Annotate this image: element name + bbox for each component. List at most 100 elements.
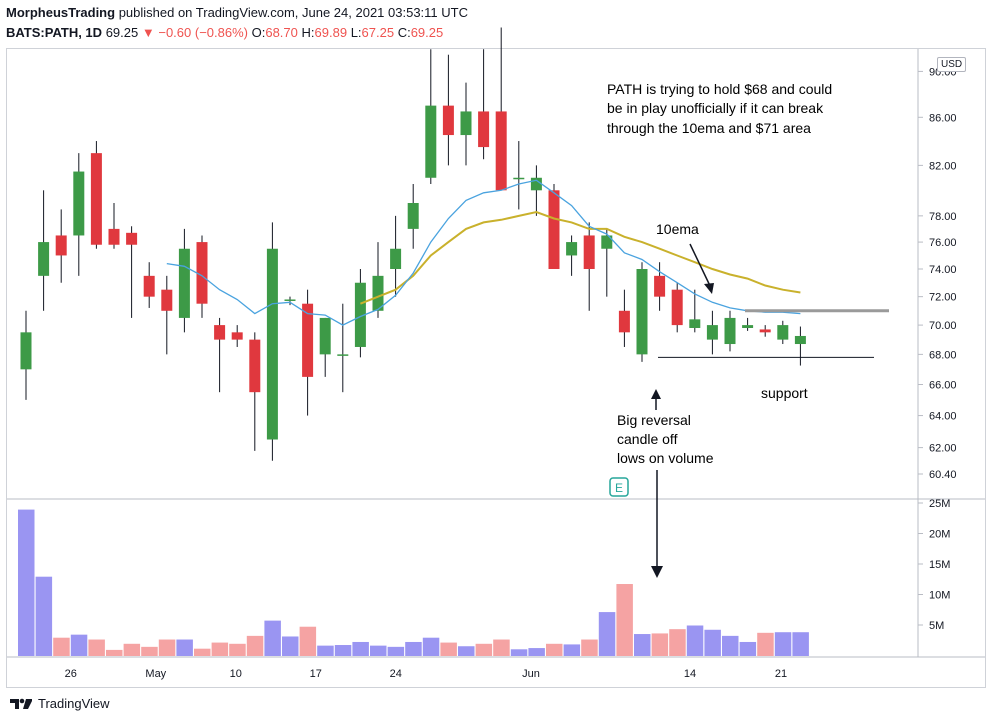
reversal-arrow-up-head — [651, 389, 661, 399]
annotations: PATH is trying to hold $68 and could be … — [607, 81, 832, 578]
volume-bar — [669, 629, 686, 656]
candle-body — [390, 248, 402, 270]
ema10-line — [166, 179, 801, 326]
volume-bar — [70, 634, 88, 656]
candle-body — [759, 329, 771, 333]
reversal-line-3: lows on volume — [617, 450, 714, 466]
time-axis-label: 24 — [390, 668, 402, 680]
time-axis-label: 14 — [684, 668, 696, 680]
volume-tick-label: 15M — [929, 559, 950, 571]
volume-bar — [317, 645, 334, 656]
candle-body — [583, 235, 595, 270]
volume-bar — [792, 632, 809, 656]
candle-body — [706, 325, 718, 340]
volume-bar — [264, 620, 281, 656]
volume-bar — [211, 642, 229, 656]
ema-arrow — [689, 243, 713, 291]
price-tick-label: 64.00 — [929, 411, 957, 423]
candle-body — [742, 325, 754, 328]
open-value: 68.70 — [265, 25, 298, 40]
candle-body — [442, 105, 454, 136]
volume-bar — [458, 646, 475, 656]
price-tick-label: 62.00 — [929, 443, 957, 455]
volume-bar — [18, 509, 35, 656]
candle-body — [73, 171, 85, 236]
down-arrow-icon: ▼ — [141, 25, 155, 40]
volume-bar — [106, 649, 123, 656]
volume-bar — [475, 643, 493, 656]
volume-bar — [651, 633, 669, 656]
candle-body — [266, 248, 278, 440]
volume-bar — [581, 639, 598, 656]
symbol-label[interactable]: BATS:PATH, 1D — [6, 25, 103, 40]
candle-body — [354, 282, 366, 347]
ohlc-line: BATS:PATH, 1D 69.25 ▼ −0.60 (−0.86%) O:6… — [6, 24, 468, 42]
reversal-line-1: Big reversal — [617, 412, 691, 428]
ema-label: 10ema — [656, 221, 699, 237]
candle-body — [513, 177, 525, 180]
grid — [7, 49, 985, 658]
price-tick-label: 76.00 — [929, 237, 957, 249]
open-label: O: — [251, 25, 266, 40]
price-tick-label: 70.00 — [929, 320, 957, 332]
volume-bar — [757, 632, 774, 656]
price-tick-label: 78.00 — [929, 211, 957, 223]
candle-body — [126, 232, 138, 245]
candle-body — [161, 289, 173, 311]
publish-line: MorpheusTrading published on TradingView… — [6, 4, 468, 22]
volume-bar — [53, 637, 70, 656]
author-name[interactable]: MorpheusTrading — [6, 5, 116, 20]
candle-body — [478, 111, 490, 148]
candle-body — [90, 153, 102, 245]
volume-bar — [686, 625, 704, 656]
candle-body — [425, 105, 437, 178]
candle-body — [654, 275, 666, 297]
volume-bar — [546, 643, 563, 656]
currency-badge[interactable]: USD — [937, 57, 967, 72]
candle-body — [284, 299, 296, 301]
candle-body — [372, 275, 384, 311]
last-price: 69.25 — [105, 25, 139, 40]
candle-body — [460, 111, 472, 136]
earnings-marker-box — [609, 477, 629, 497]
high-label: H: — [301, 25, 315, 40]
low-value: 67.25 — [361, 25, 395, 40]
volume-bar — [123, 643, 141, 656]
volume-bar — [510, 649, 528, 656]
volume-bar — [370, 645, 387, 656]
candle-body — [794, 335, 806, 345]
candle-body — [618, 310, 630, 333]
volume-bar — [634, 634, 651, 656]
axes: 60.40 62.00 64.00 66.00 68.00 70.00 72.00 74.00… — [65, 66, 957, 680]
volume-bars — [18, 509, 809, 656]
earnings-marker-icon: E — [615, 481, 623, 495]
ema20-line — [360, 210, 801, 305]
candle-body — [495, 111, 507, 191]
volume-bar — [88, 639, 105, 656]
note-line-3: through the 10ema and $71 area — [607, 120, 811, 136]
candles — [20, 27, 806, 461]
volume-bar — [194, 648, 211, 656]
candle-body — [530, 177, 542, 191]
volume-bar — [229, 643, 246, 656]
volume-bar — [598, 612, 616, 656]
footer-brand[interactable]: TradingView — [38, 696, 110, 711]
volume-tick-label: 10M — [929, 590, 950, 602]
volume-bar — [334, 645, 352, 656]
candle-body — [548, 190, 560, 270]
candle-body — [249, 339, 261, 393]
tradingview-logo-icon — [10, 698, 32, 709]
candle-body — [689, 319, 701, 328]
price-tick-label: 82.00 — [929, 160, 957, 172]
price-change: −0.60 (−0.86%) — [158, 25, 248, 40]
volume-bar — [352, 641, 369, 656]
volume-bar — [158, 639, 176, 656]
note-line-2: be in play unofficially if it can break — [607, 100, 824, 116]
volume-bar — [35, 576, 53, 656]
volume-bar — [616, 584, 633, 656]
volume-bar — [704, 629, 721, 656]
note-line-1: PATH is trying to hold $68 and could — [607, 81, 832, 97]
candle-body — [196, 242, 208, 304]
volume-bar — [722, 635, 739, 656]
